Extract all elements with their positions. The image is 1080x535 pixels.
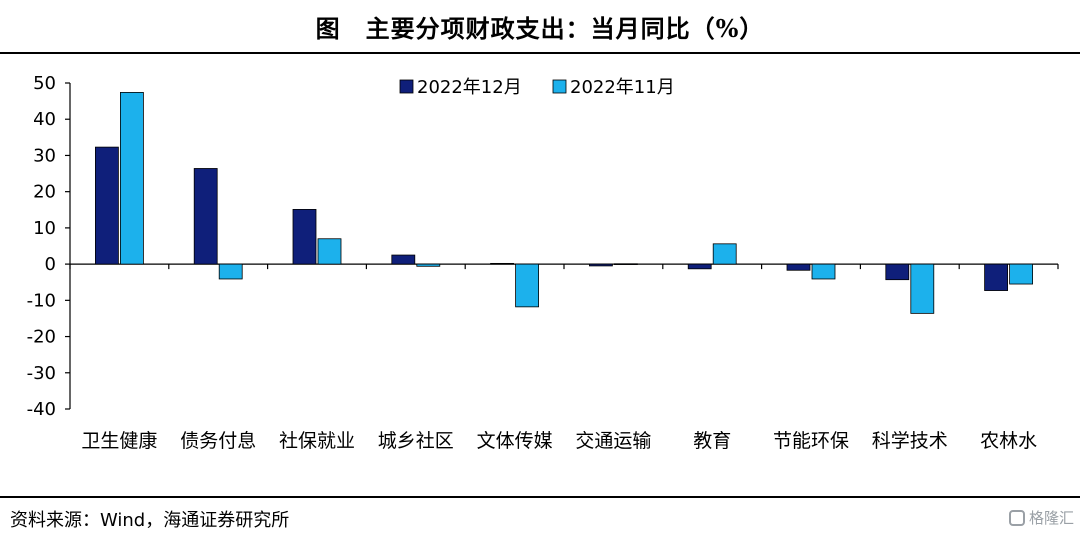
- bar-dec: [687, 263, 712, 270]
- x-tick-label: 债务付息: [180, 430, 256, 452]
- legend: 2022年12月 2022年11月: [399, 77, 675, 98]
- y-tick-label: 20: [33, 182, 56, 203]
- x-tick-label: 城乡社区: [378, 430, 454, 452]
- bar-dec: [885, 263, 910, 281]
- y-tick-label: 10: [33, 218, 56, 239]
- chart-area: 50 40 30 20 10 0 -10 -20 -30 -40 卫生健康 债务付息 社保就业 城乡社区…: [0, 54, 1080, 494]
- bars: [95, 92, 1033, 314]
- x-tick-label: 社保就业: [279, 430, 355, 452]
- y-tick-label: 40: [33, 109, 56, 130]
- bar-nov: [1009, 263, 1033, 285]
- y-tick-label: -10: [27, 290, 56, 311]
- bar-dec: [589, 263, 613, 267]
- bar-dec: [984, 263, 1008, 291]
- x-tick-label: 卫生健康: [81, 430, 157, 452]
- title-bar: 图 主要分项财政支出：当月同比（%）: [0, 0, 1080, 54]
- bar-dec: [786, 263, 811, 271]
- bar-nov: [120, 92, 144, 265]
- footer: 资料来源：Wind，海通证券研究所 格隆汇: [0, 496, 1080, 535]
- bar-dec: [95, 146, 119, 265]
- y-tick-label: -30: [27, 363, 56, 384]
- x-tick-label: 交通运输: [575, 430, 651, 452]
- x-tick-label: 农林水: [980, 430, 1037, 452]
- bar-nov: [910, 263, 935, 314]
- bar-nov: [218, 263, 243, 280]
- bar-dec: [292, 209, 317, 265]
- bar-chart: 50 40 30 20 10 0 -10 -20 -30 -40 卫生健康 债务付息 社保就业 城乡社区…: [27, 73, 1059, 452]
- x-tick-labels: 卫生健康 债务付息 社保就业 城乡社区 文体传媒 交通运输 教育 节能环保 科学技术 农林水: [81, 430, 1037, 452]
- x-tick-label: 教育: [693, 430, 731, 452]
- x-tick-label: 节能环保: [773, 430, 849, 452]
- chart-title: 图 主要分项财政支出：当月同比（%）: [315, 13, 765, 43]
- bar-nov: [712, 243, 737, 265]
- bar-dec: [391, 254, 416, 265]
- y-tick-label: 50: [33, 73, 56, 94]
- bar-nov: [416, 263, 441, 267]
- y-tick-labels: 50 40 30 20 10 0 -10 -20 -30 -40: [27, 73, 56, 420]
- legend-swatch: [399, 79, 414, 94]
- y-tick-label: -40: [27, 399, 56, 420]
- y-tick-label: 30: [33, 145, 56, 166]
- x-tick-label: 科学技术: [872, 430, 948, 452]
- legend-label: 2022年12月: [417, 77, 522, 98]
- bar-nov: [614, 263, 638, 265]
- bar-dec: [193, 168, 218, 265]
- legend-label: 2022年11月: [570, 77, 675, 98]
- bar-nov: [317, 238, 342, 265]
- watermark-logo-icon: [1008, 509, 1025, 526]
- y-tick-label: 0: [45, 254, 56, 275]
- watermark: 格隆汇: [1008, 507, 1074, 528]
- bar-nov: [811, 263, 836, 280]
- source-note: 资料来源：Wind，海通证券研究所: [10, 510, 290, 531]
- bar-dec: [490, 262, 515, 265]
- y-tick-label: -20: [27, 327, 56, 348]
- watermark-text: 格隆汇: [1028, 509, 1074, 527]
- legend-swatch: [552, 79, 567, 94]
- x-tick-label: 文体传媒: [477, 430, 553, 452]
- bar-nov: [515, 263, 539, 308]
